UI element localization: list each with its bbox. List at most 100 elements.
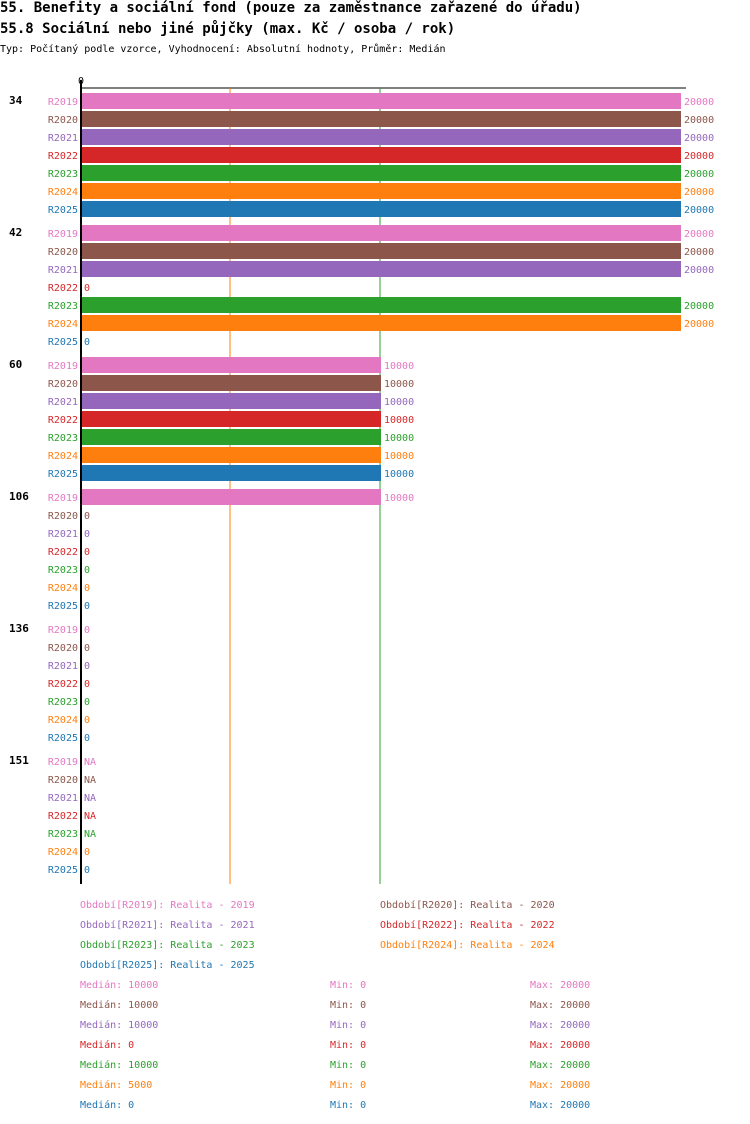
value-label: 10000 [384, 451, 414, 462]
page-title: 55. Benefity a sociální fond (pouze za z… [0, 0, 582, 16]
value-label: 0 [84, 337, 90, 348]
stat-min: Min: 0 [330, 980, 367, 991]
series-label: R2021 [48, 529, 78, 540]
bar [81, 111, 681, 127]
group-label: 151 [9, 754, 29, 767]
series-label: R2022 [48, 547, 78, 558]
series-label: R2019 [48, 757, 78, 768]
series-label: R2021 [48, 661, 78, 672]
stat-median: Medián: 0 [80, 1040, 135, 1051]
value-label: 0 [84, 529, 90, 540]
series-label: R2023 [48, 697, 78, 708]
value-label: NA [84, 757, 96, 768]
value-label: 20000 [684, 229, 714, 240]
value-label: 10000 [384, 415, 414, 426]
series-label: R2019 [48, 361, 78, 372]
bar [81, 465, 381, 481]
series-label: R2019 [48, 97, 78, 108]
value-label: 0 [84, 733, 90, 744]
series-label: R2020 [48, 247, 78, 258]
legend-item-R2019: Období[R2019]: Realita - 2019 [80, 900, 255, 911]
series-label: R2019 [48, 493, 78, 504]
value-label: NA [84, 775, 96, 786]
bar [81, 315, 681, 331]
series-label: R2021 [48, 397, 78, 408]
value-label: NA [84, 829, 96, 840]
value-label: 0 [84, 679, 90, 690]
series-label: R2023 [48, 301, 78, 312]
value-label: NA [84, 811, 96, 822]
value-label: 0 [84, 625, 90, 636]
value-label: 20000 [684, 115, 714, 126]
series-label: R2021 [48, 793, 78, 804]
stat-median: Medián: 10000 [80, 1020, 159, 1031]
bar [81, 393, 381, 409]
chart-title: 55.8 Sociální nebo jiné půjčky (max. Kč … [0, 21, 456, 37]
value-label: 10000 [384, 397, 414, 408]
stat-max: Max: 20000 [530, 1100, 591, 1111]
series-label: R2020 [48, 379, 78, 390]
value-label: 20000 [684, 319, 714, 330]
stat-median: Medián: 5000 [80, 1080, 153, 1091]
bar [81, 297, 681, 313]
stat-median: Medián: 0 [80, 1100, 135, 1111]
legend-item-R2023: Období[R2023]: Realita - 2023 [80, 940, 255, 951]
value-label: 20000 [684, 265, 714, 276]
series-label: R2020 [48, 775, 78, 786]
series-label: R2025 [48, 733, 78, 744]
group-label: 34 [9, 94, 23, 107]
bar [81, 489, 381, 505]
value-label: 0 [84, 601, 90, 612]
series-label: R2024 [48, 583, 78, 594]
stat-median: Medián: 10000 [80, 1000, 159, 1011]
group-label: 60 [9, 358, 22, 371]
bar [81, 243, 681, 259]
bar [81, 429, 381, 445]
series-label: R2023 [48, 433, 78, 444]
value-label: 0 [84, 865, 90, 876]
value-label: 0 [84, 583, 90, 594]
bar [81, 183, 681, 199]
series-label: R2022 [48, 151, 78, 162]
series-label: R2023 [48, 169, 78, 180]
series-label: R2022 [48, 811, 78, 822]
stat-median: Medián: 10000 [80, 980, 159, 991]
stat-max: Max: 20000 [530, 1020, 591, 1031]
group-label: 136 [9, 622, 29, 635]
bar [81, 147, 681, 163]
series-label: R2024 [48, 847, 78, 858]
stat-min: Min: 0 [330, 1040, 367, 1051]
group-label: 106 [9, 490, 29, 503]
legend-item-R2022: Období[R2022]: Realita - 2022 [380, 920, 555, 931]
bar-chart: 0 34 R2019 20000 R2020 20000 R2021 20000 R2022 20… [9, 76, 714, 884]
series-label: R2022 [48, 283, 78, 294]
value-label: 10000 [384, 379, 414, 390]
series-label: R2020 [48, 511, 78, 522]
stat-min: Min: 0 [330, 1000, 367, 1011]
series-label: R2024 [48, 319, 78, 330]
bar [81, 447, 381, 463]
bar [81, 201, 681, 217]
series-label: R2020 [48, 643, 78, 654]
value-label: 20000 [684, 205, 714, 216]
legend-item-R2025: Období[R2025]: Realita - 2025 [80, 960, 255, 971]
value-label: 0 [84, 643, 90, 654]
series-label: R2025 [48, 601, 78, 612]
series-label: R2025 [48, 337, 78, 348]
stat-min: Min: 0 [330, 1060, 367, 1071]
bar [81, 261, 681, 277]
series-label: R2021 [48, 133, 78, 144]
value-label: NA [84, 793, 96, 804]
bar [81, 165, 681, 181]
bar [81, 411, 381, 427]
bar [81, 357, 381, 373]
stat-max: Max: 20000 [530, 1040, 591, 1051]
value-label: 0 [84, 511, 90, 522]
value-label: 0 [84, 661, 90, 672]
series-label: R2025 [48, 205, 78, 216]
stat-min: Min: 0 [330, 1100, 367, 1111]
value-label: 20000 [684, 301, 714, 312]
series-label: R2019 [48, 625, 78, 636]
legend-item-R2021: Období[R2021]: Realita - 2021 [80, 920, 255, 931]
series-label: R2024 [48, 715, 78, 726]
